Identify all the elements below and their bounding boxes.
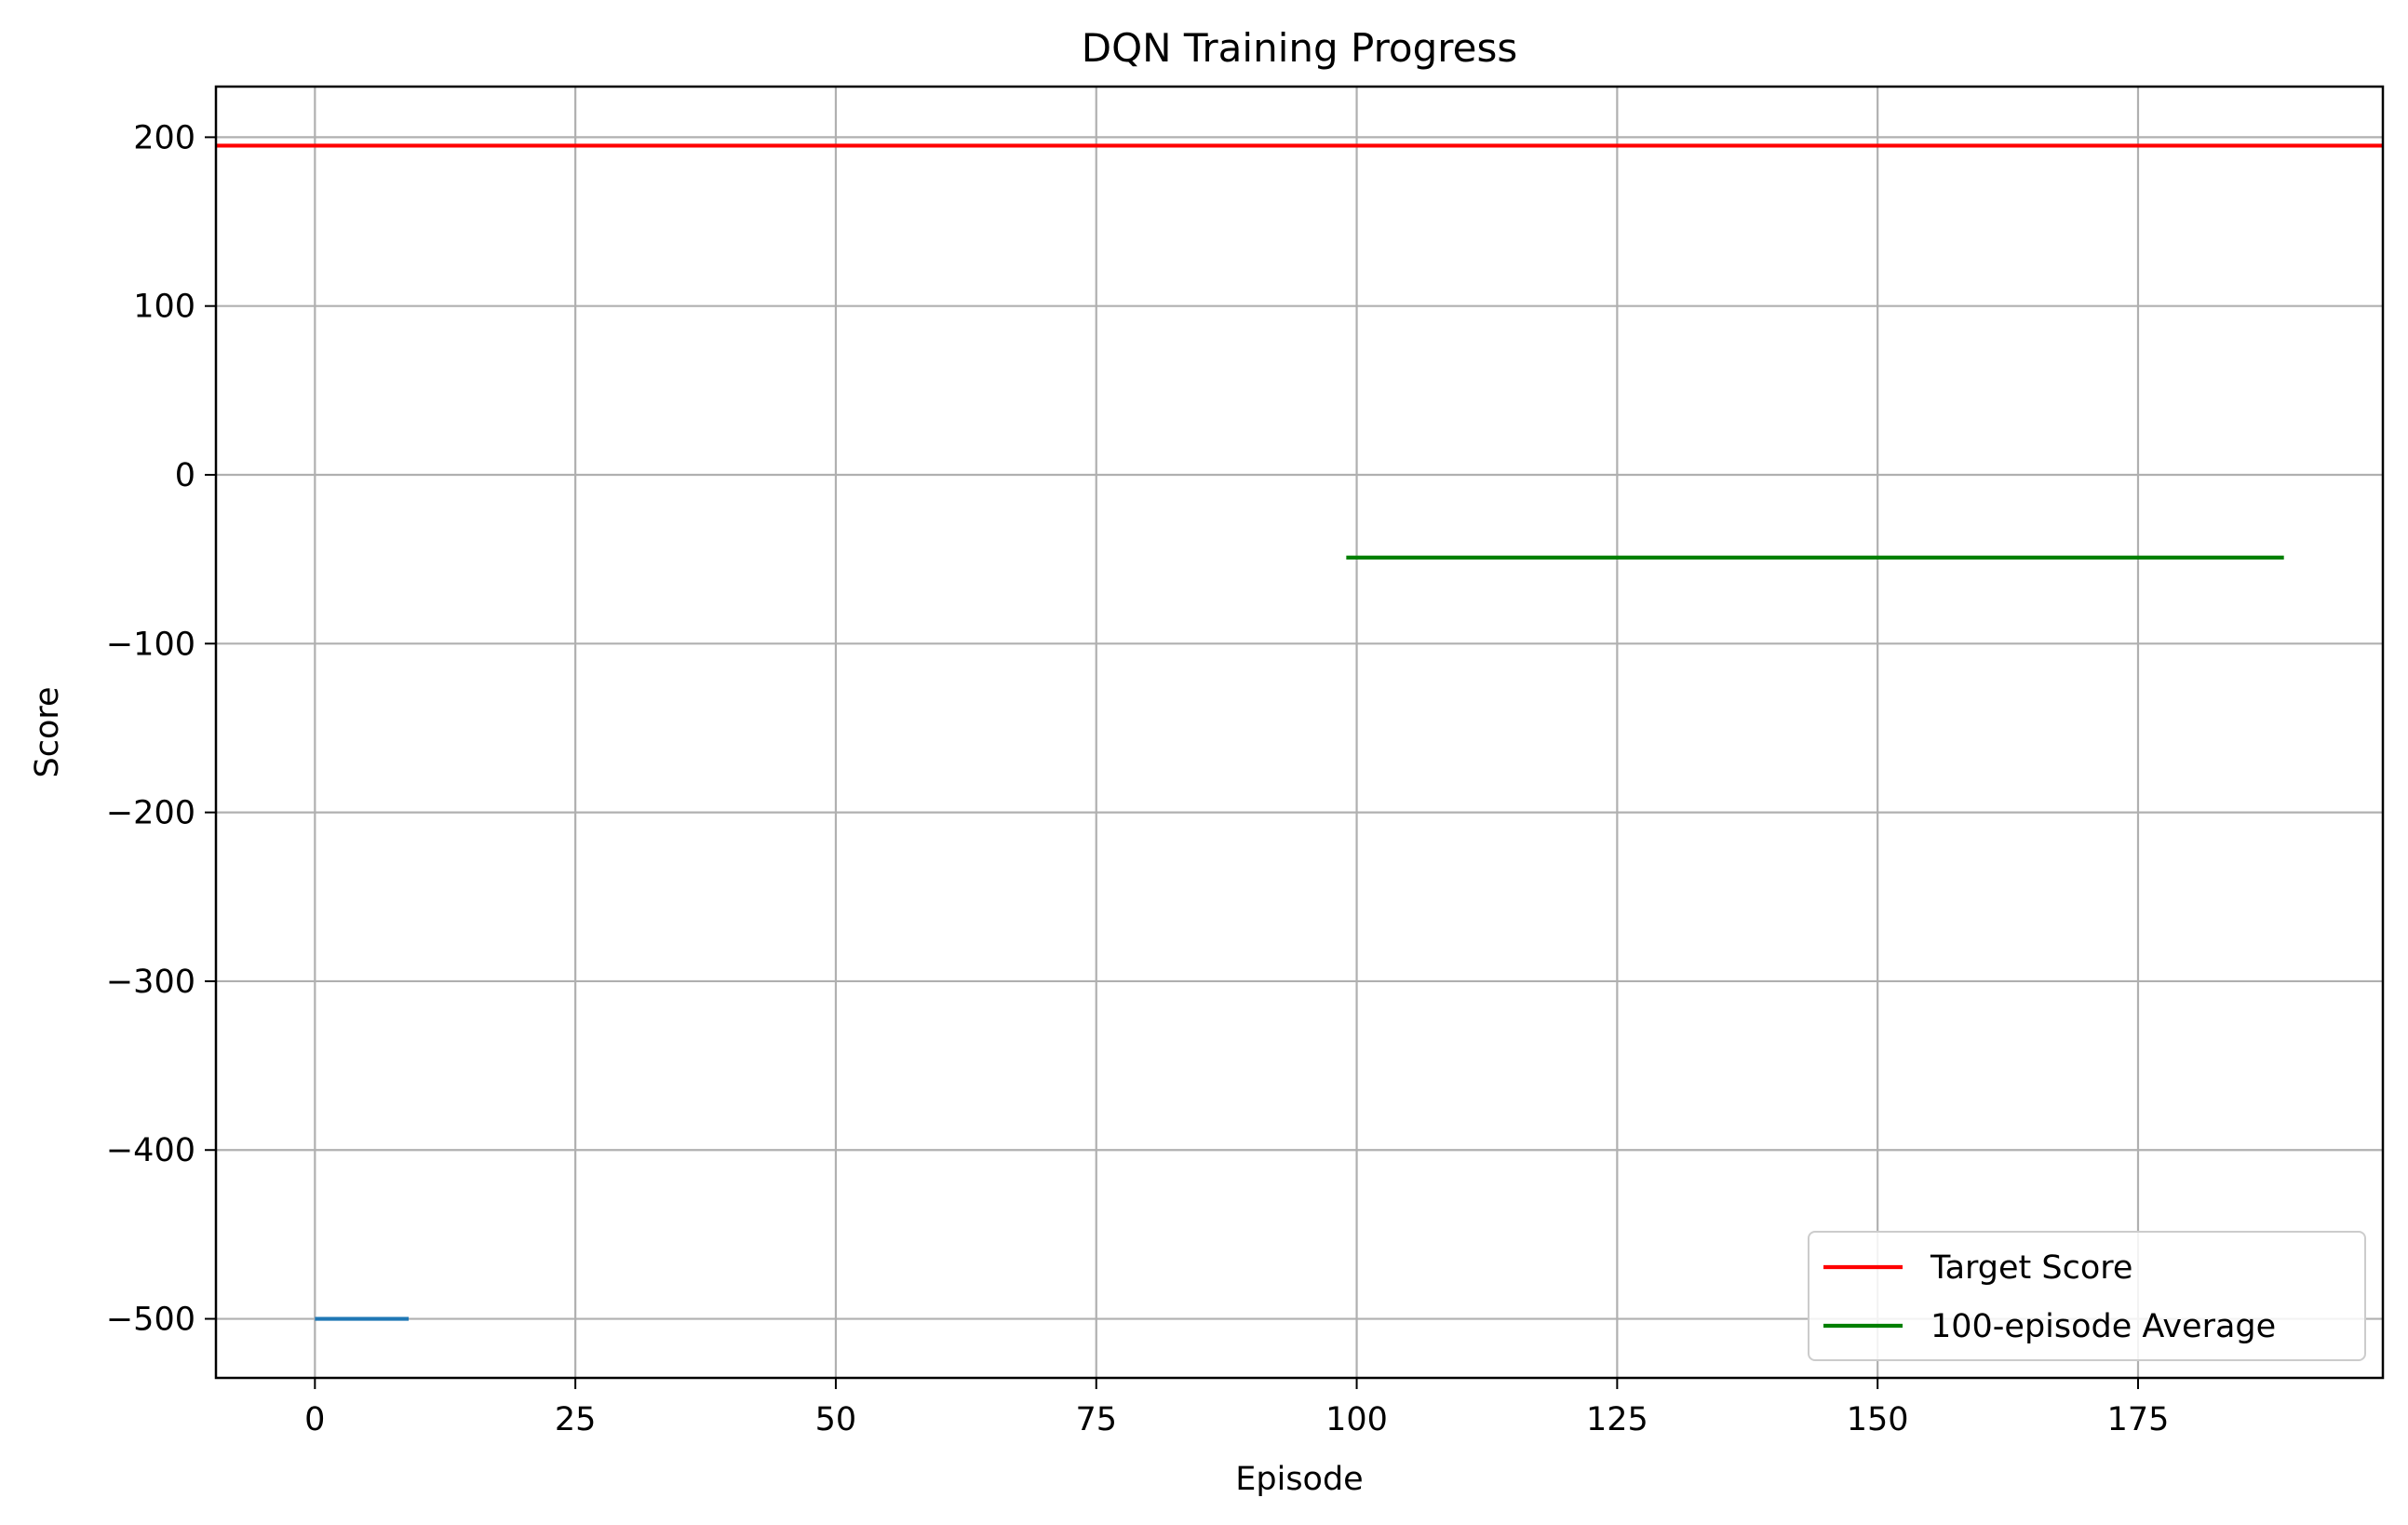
x-tick-label: 75 [1075,1401,1117,1438]
y-axis-title: Score [29,686,66,777]
chart-title: DQN Training Progress [1082,25,1517,71]
legend: Target Score 100-episode Average [1808,1231,2366,1361]
x-axis-title: Episode [1235,1461,1363,1498]
y-tick-label: −200 [106,795,195,832]
y-tick-label: 100 [133,289,195,326]
series-layer [216,143,2383,1321]
y-tick-label: 200 [133,119,195,156]
x-tick-label: 25 [555,1401,597,1438]
y-tick-label: −500 [106,1302,195,1339]
plot-frame [214,85,2385,1380]
x-tick-label: 150 [1847,1401,1909,1438]
x-tick-label: 0 [304,1401,325,1438]
y-tick-label: 0 [175,457,195,494]
legend-label-target-score: Target Score [1930,1249,2132,1287]
y-tick-label: −400 [106,1132,195,1169]
x-tick-label: 50 [815,1401,857,1438]
x-tick-label: 100 [1325,1401,1388,1438]
x-tick-label: 175 [2107,1401,2170,1438]
legend-box [1808,1231,2366,1361]
y-tick-label: −300 [106,964,195,1001]
x-tick-label: 125 [1586,1401,1648,1438]
ticks: 0 25 50 75 100 125 150 175 −500 −400 −300 −200 −100 0… [106,119,2170,1438]
y-tick-label: −100 [106,626,195,663]
legend-label-100-episode-average: 100-episode Average [1930,1308,2276,1345]
grid [216,87,2383,1378]
